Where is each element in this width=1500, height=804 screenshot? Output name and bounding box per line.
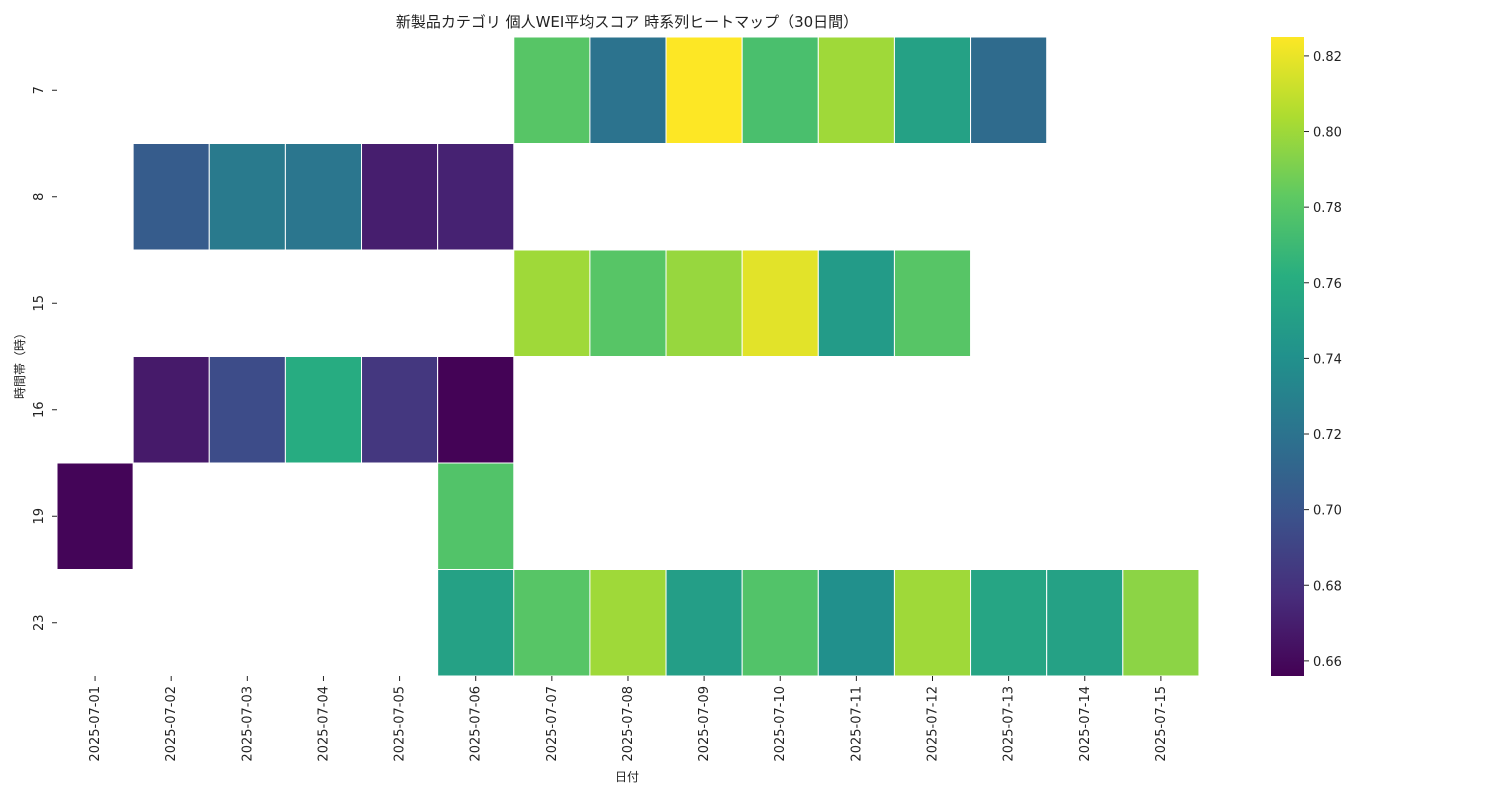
- heatmap-cell: [893, 249, 972, 357]
- colorbar-tick-label: 0.82: [1313, 50, 1342, 65]
- heatmap-cell: [817, 36, 895, 144]
- heatmap-cell: [284, 356, 363, 464]
- colorbar-tick-label: 0.70: [1313, 504, 1342, 519]
- heatmap-cell: [817, 249, 895, 357]
- heatmap-cell: [437, 356, 515, 464]
- heatmap-cell: [589, 249, 667, 357]
- heatmap-cell: [741, 36, 819, 144]
- heatmap-cell: [208, 143, 286, 251]
- x-axis: 2025-07-01 2025-07-02 2025-07-03 2025-07-04…: [88, 676, 1169, 762]
- x-tick-label: 2025-07-11: [849, 686, 864, 762]
- colorbar-ticks: 0.66 0.68 0.70 0.72 0.74 0.76 0.78 0.80 0.82: [1304, 50, 1342, 670]
- heatmap-cell: [132, 143, 210, 251]
- heatmap-cell: [437, 143, 515, 251]
- heatmap-cell: [1122, 569, 1200, 677]
- y-tick-label: 15: [32, 295, 47, 312]
- heatmap-cell: [513, 36, 591, 144]
- colorbar-gradient: [1271, 37, 1304, 676]
- heatmap-cell: [132, 356, 210, 464]
- heatmap-cell: [893, 36, 972, 144]
- heatmap-cell: [361, 356, 439, 464]
- x-tick-label: 2025-07-08: [621, 686, 636, 762]
- heatmap-cell: [665, 249, 743, 357]
- chart-title: 新製品カテゴリ 個人WEI平均スコア 時系列ヒートマップ（30日間）: [396, 13, 858, 31]
- x-tick-label: 2025-07-10: [773, 686, 788, 762]
- heatmap-cell: [361, 143, 439, 251]
- x-tick-label: 2025-07-03: [240, 686, 255, 762]
- y-tick-label: 16: [32, 401, 47, 418]
- x-tick-label: 2025-07-04: [316, 686, 331, 762]
- x-tick-label: 2025-07-13: [1002, 686, 1017, 762]
- colorbar-tick-label: 0.76: [1313, 277, 1342, 292]
- y-tick-label: 7: [32, 86, 47, 94]
- heatmap-cell: [665, 36, 743, 144]
- heatmap-cell: [589, 569, 667, 677]
- x-tick-label: 2025-07-06: [469, 686, 484, 762]
- colorbar-tick-label: 0.80: [1313, 126, 1342, 141]
- heatmap-cell: [741, 249, 819, 357]
- x-tick-label: 2025-07-05: [393, 686, 408, 762]
- heatmap-cell: [741, 569, 819, 677]
- heatmap-cells: [56, 36, 1200, 677]
- y-tick-label: 19: [32, 508, 47, 525]
- heatmap-cell: [817, 569, 895, 677]
- colorbar-tick-label: 0.78: [1313, 201, 1342, 216]
- colorbar-tick-label: 0.74: [1313, 352, 1342, 367]
- colorbar-tick-label: 0.68: [1313, 579, 1342, 594]
- x-tick-label: 2025-07-09: [697, 686, 712, 762]
- y-tick-label: 8: [32, 193, 47, 201]
- heatmap-cell: [437, 569, 515, 677]
- x-tick-label: 2025-07-12: [925, 686, 940, 762]
- heatmap-cell: [1046, 569, 1124, 677]
- colorbar-tick-label: 0.66: [1313, 655, 1342, 670]
- heatmap-cell: [589, 36, 667, 144]
- x-tick-label: 2025-07-14: [1078, 686, 1093, 762]
- heatmap-cell: [665, 569, 743, 677]
- y-axis: 7 8 15 16 19 23: [32, 86, 57, 631]
- x-tick-label: 2025-07-07: [545, 686, 560, 762]
- colorbar: 0.66 0.68 0.70 0.72 0.74 0.76 0.78 0.80 0.82: [1271, 37, 1342, 676]
- x-tick-label: 2025-07-02: [164, 686, 179, 762]
- heatmap-cell: [970, 569, 1048, 677]
- y-axis-label: 時間帯（時）: [13, 327, 27, 399]
- heatmap-cell: [893, 569, 972, 677]
- heatmap-cell: [56, 462, 134, 570]
- x-tick-label: 2025-07-15: [1154, 686, 1169, 762]
- x-tick-label: 2025-07-01: [88, 686, 103, 762]
- heatmap-cell: [513, 249, 591, 357]
- heatmap-cell: [284, 143, 363, 251]
- heatmap-cell: [970, 36, 1048, 144]
- x-axis-label: 日付: [615, 770, 639, 784]
- y-tick-label: 23: [32, 614, 47, 631]
- colorbar-tick-label: 0.72: [1313, 428, 1342, 443]
- heatmap-cell: [437, 462, 515, 570]
- heatmap-cell: [513, 569, 591, 677]
- heatmap-cell: [208, 356, 286, 464]
